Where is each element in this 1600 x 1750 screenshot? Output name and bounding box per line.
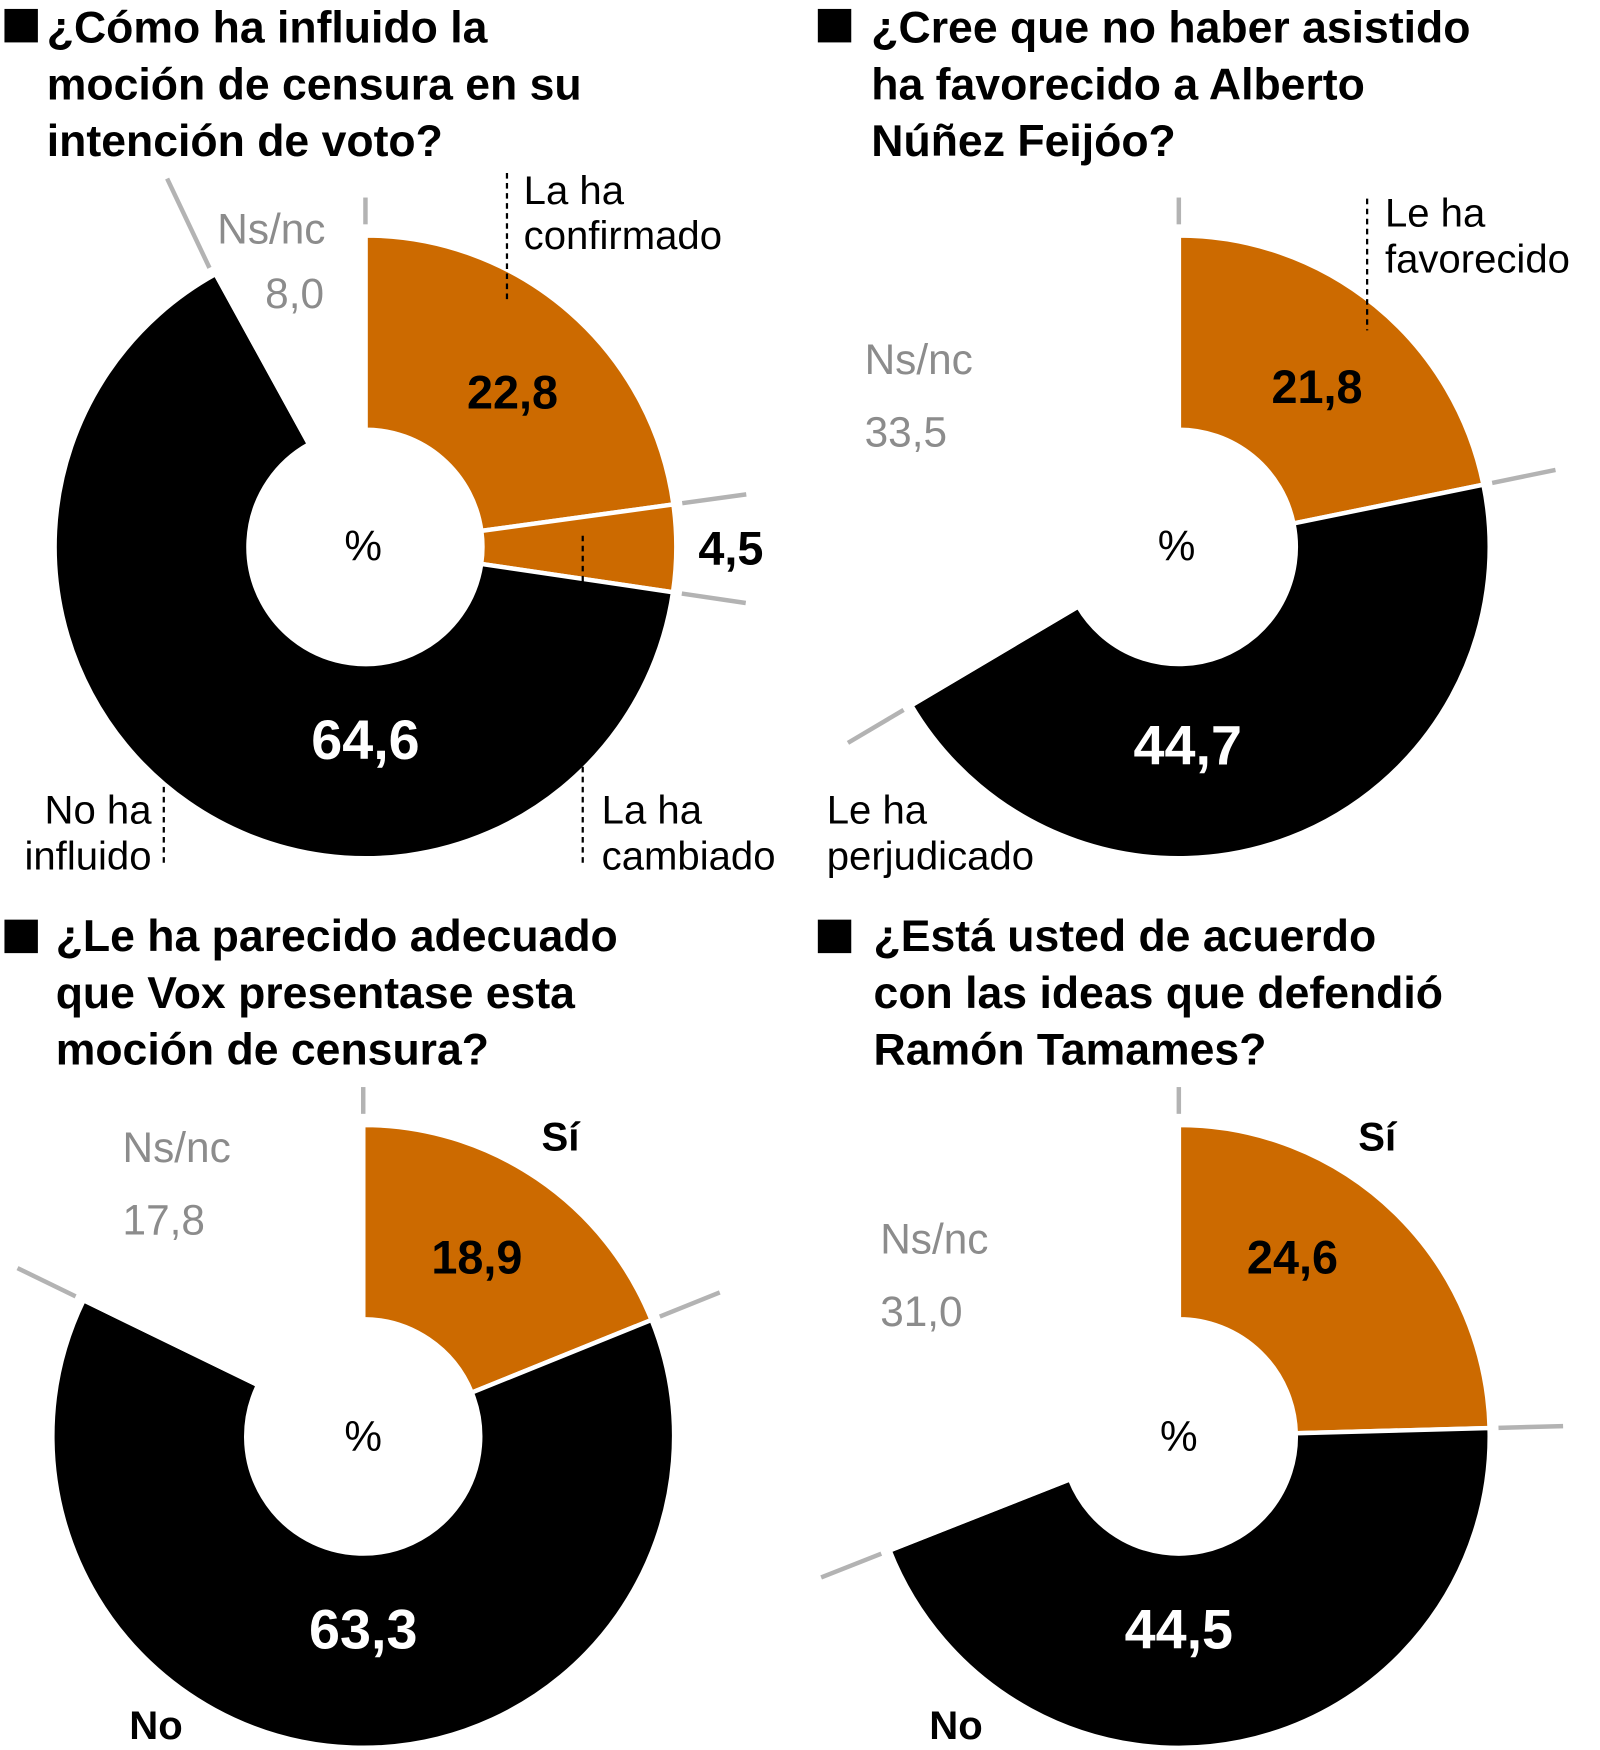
unit-label: % bbox=[344, 522, 382, 569]
separator-tick bbox=[1498, 1423, 1564, 1431]
unit-label: % bbox=[1160, 1413, 1198, 1460]
slice-label: La ha cambiado bbox=[602, 788, 776, 879]
title-bullet bbox=[4, 8, 38, 43]
donut-slice bbox=[52, 271, 676, 861]
slice-label: Le ha perjudicado bbox=[827, 788, 1034, 879]
donut-slice bbox=[361, 1122, 655, 1396]
unit-label: % bbox=[1158, 522, 1196, 569]
data-label: 8,0 bbox=[265, 270, 324, 317]
separator-tick bbox=[1491, 467, 1556, 486]
data-label: 17,8 bbox=[123, 1196, 205, 1243]
data-label: 22,8 bbox=[467, 366, 558, 418]
slice-label: Ns/nc bbox=[865, 336, 973, 383]
data-label: 33,5 bbox=[865, 408, 947, 455]
donut-slice bbox=[865, 1122, 1182, 1554]
separator-tick bbox=[846, 708, 905, 745]
donut-slice bbox=[865, 233, 1182, 709]
slice-label: Ns/nc bbox=[217, 205, 325, 252]
nsnc-leader-line bbox=[165, 177, 212, 269]
donut bbox=[820, 1087, 1564, 1750]
separator-tick bbox=[681, 591, 747, 606]
donut bbox=[846, 197, 1556, 861]
separator-tick bbox=[658, 1290, 721, 1319]
slice-label: No ha influido bbox=[24, 788, 152, 879]
data-label: 63,3 bbox=[309, 1598, 417, 1660]
slice-label: Sí bbox=[542, 1115, 582, 1160]
donut bbox=[52, 197, 747, 861]
chart-title: ¿Está usted de acuerdo con las ideas que… bbox=[874, 912, 1456, 1075]
donut-slice bbox=[212, 233, 368, 448]
donut-slice bbox=[908, 482, 1492, 861]
slice-label: Sí bbox=[1358, 1115, 1398, 1160]
donut-slice bbox=[80, 1122, 366, 1389]
data-label: 44,7 bbox=[1134, 714, 1242, 776]
separator-tick bbox=[820, 1551, 883, 1580]
chart-4: ¿Está usted de acuerdo con las ideas que… bbox=[817, 912, 1564, 1750]
slice-label: No bbox=[929, 1703, 982, 1748]
chart-title: ¿Cómo ha influido la moción de censura e… bbox=[47, 3, 594, 166]
data-label: 31,0 bbox=[880, 1288, 962, 1335]
separator-tick bbox=[16, 1266, 77, 1299]
data-label: 4,5 bbox=[698, 523, 763, 575]
data-label: 24,6 bbox=[1247, 1231, 1338, 1283]
donut-slice bbox=[886, 1425, 1492, 1750]
chart-3: ¿Le ha parecido adecuado que Vox present… bbox=[4, 912, 721, 1750]
unit-label: % bbox=[344, 1413, 382, 1460]
slice-label: La ha confirmado bbox=[524, 168, 722, 258]
data-label: 18,9 bbox=[431, 1231, 522, 1283]
data-label: 44,5 bbox=[1125, 1598, 1233, 1660]
separator-tick bbox=[681, 492, 747, 506]
chart-1: ¿Cómo ha influido la moción de censura e… bbox=[4, 3, 776, 879]
slice-label: No bbox=[129, 1703, 182, 1748]
chart-title: ¿Cree que no haber asistido ha favorecid… bbox=[871, 3, 1483, 166]
chart-2: ¿Cree que no haber asistido ha favorecid… bbox=[817, 3, 1570, 879]
title-bullet bbox=[4, 919, 38, 954]
title-bullet bbox=[817, 919, 852, 954]
donut bbox=[16, 1087, 721, 1750]
data-label: 64,6 bbox=[311, 709, 419, 771]
slice-label: Le ha favorecido bbox=[1385, 191, 1570, 282]
donut-slice bbox=[363, 233, 676, 534]
chart-title: ¿Le ha parecido adecuado que Vox present… bbox=[56, 912, 630, 1075]
slice-label: Ns/nc bbox=[123, 1124, 231, 1171]
slice-label: Ns/nc bbox=[880, 1215, 988, 1262]
donut-slice bbox=[50, 1297, 677, 1750]
data-label: 21,8 bbox=[1271, 361, 1362, 413]
donut-slice bbox=[1176, 233, 1487, 527]
donut-slice bbox=[1176, 1122, 1492, 1436]
title-bullet bbox=[817, 8, 852, 43]
